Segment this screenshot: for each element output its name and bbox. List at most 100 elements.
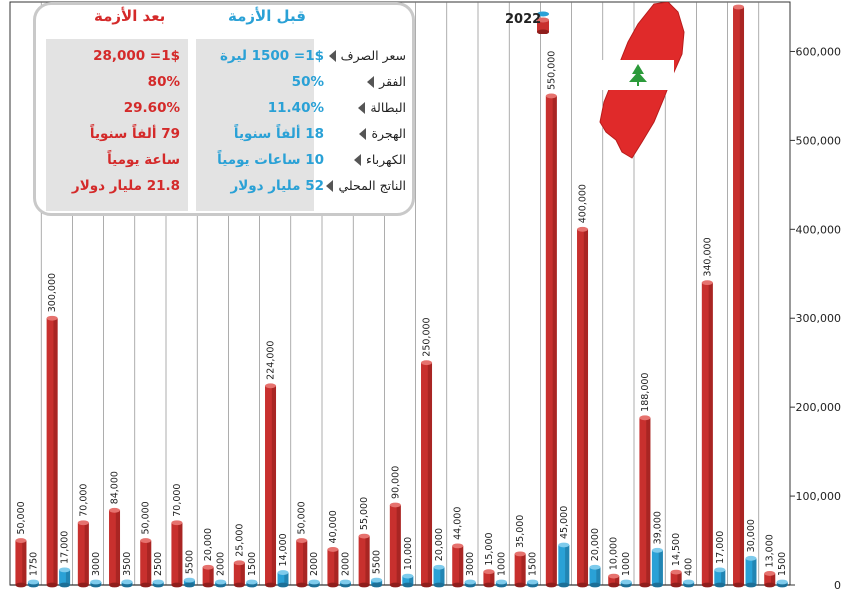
bar-series-2 [651, 547, 663, 588]
before-gdp: 52 مليار دولار [230, 178, 324, 194]
bar-2022 [77, 520, 89, 588]
row-label-poverty: الفقر [367, 69, 406, 95]
bar-2022 [483, 569, 495, 588]
bar-series-2 [402, 573, 414, 588]
lebanon-map-flag [599, 2, 685, 159]
data-label-series-2: 2500 [153, 552, 164, 576]
before-unemployment: 11.40% [267, 100, 324, 116]
data-label-series-2: 400 [684, 558, 695, 576]
data-label-2022: 224,000 [266, 341, 277, 380]
bar-2022 [764, 571, 776, 588]
header-before: قبل الأزمة [228, 7, 306, 25]
bar-series-2 [527, 579, 539, 588]
row-label-electricity: الكهرباء [353, 147, 406, 173]
bar-2022 [233, 560, 245, 588]
data-label-series-2: 1000 [621, 552, 632, 576]
bar-series-2 [90, 579, 102, 588]
data-label-2022: 300,000 [47, 273, 58, 312]
data-label-2022: 13,000 [765, 534, 776, 567]
data-label-2022: 340,000 [702, 237, 713, 276]
data-label-2022: 40,000 [328, 510, 339, 543]
data-label-series-2: 5500 [184, 550, 195, 574]
data-label-series-2: 2000 [309, 552, 320, 576]
data-label-2022: 70,000 [172, 484, 183, 517]
bar-series-2 [152, 579, 164, 588]
bar-series-2 [620, 579, 632, 588]
bar-series-2 [308, 579, 320, 588]
y-tick-label: 100,000 [796, 490, 842, 503]
data-label-2022: 15,000 [484, 532, 495, 565]
bar-2022 [171, 520, 183, 588]
data-label-series-2: 39,000 [652, 511, 663, 544]
y-tick-label: 200,000 [796, 401, 842, 414]
after-gdp: 21.8 مليار دولار [71, 178, 180, 194]
after-unemployment: 29.60% [123, 100, 180, 116]
data-label-series-2: 1500 [528, 552, 539, 576]
bar-series-2 [277, 570, 289, 588]
bar-series-2 [745, 555, 757, 588]
bar-series-2 [339, 579, 351, 588]
bar-2022 [296, 538, 308, 588]
y-tick-label: 300,000 [796, 312, 842, 325]
bar-series-2 [27, 579, 39, 588]
y-tick-label: 600,000 [796, 45, 842, 58]
bar-series-2 [589, 564, 601, 588]
data-label-2022: 188,000 [640, 373, 651, 412]
data-labels: 50,000 1750 300,000 17,000 70,000 3000 84,000 3… [16, 51, 788, 576]
data-label-2022: 70,000 [78, 484, 89, 517]
data-label-series-2: 5500 [372, 550, 383, 574]
bar-2022 [327, 547, 339, 588]
after-column-bg [46, 39, 188, 211]
comparison-table: بعد الأزمة قبل الأزمة 1$= 28,000 1$= 150… [33, 2, 415, 216]
bar-series-2 [371, 577, 383, 588]
legend-swatch-2022 [537, 11, 549, 34]
data-label-series-2: 20,000 [434, 528, 445, 561]
bar-series-2 [433, 564, 445, 588]
bar-series-2 [121, 579, 133, 588]
data-label-2022: 90,000 [390, 466, 401, 499]
bar-2022 [733, 4, 745, 588]
data-label-2022: 25,000 [234, 524, 245, 557]
after-exchange-rate: 1$= 28,000 [93, 48, 180, 64]
data-label-series-2: 10,000 [403, 537, 414, 570]
bar-2022 [514, 551, 526, 588]
data-label-2022: 50,000 [297, 501, 308, 534]
data-label-2022: 55,000 [359, 497, 370, 530]
data-label-series-2: 1500 [777, 552, 788, 576]
bar-series-2 [558, 542, 570, 588]
data-label-2022: 84,000 [110, 471, 121, 504]
after-poverty: 80% [147, 74, 180, 90]
bar-series-2 [215, 579, 227, 588]
bar-2022 [608, 573, 620, 588]
after-electricity: ساعة يومياً [107, 152, 180, 168]
before-poverty: 50% [291, 74, 324, 90]
data-label-2022: 20,000 [203, 528, 214, 561]
before-column-bg [196, 39, 314, 211]
bar-2022 [701, 280, 713, 588]
bar-series-2 [683, 579, 695, 588]
row-label-unemployment: البطالة [358, 95, 406, 121]
bar-2022 [109, 507, 121, 588]
bar-series-2 [59, 567, 71, 588]
data-label-2022: 550,000 [546, 51, 557, 90]
bar-2022 [46, 315, 58, 588]
data-label-2022: 10,000 [609, 537, 620, 570]
y-tick-label: 500,000 [796, 134, 842, 147]
bar-series-2 [495, 579, 507, 588]
bar-2022 [670, 569, 682, 588]
data-label-2022: 50,000 [16, 501, 27, 534]
data-label-2022: 44,000 [453, 507, 464, 540]
before-exchange-rate: 1$= 1500 ليرة [219, 48, 324, 64]
data-label-series-2: 1500 [247, 552, 258, 576]
y-tick-label: 0 [834, 579, 841, 592]
data-label-series-2: 45,000 [559, 506, 570, 539]
data-label-series-2: 20,000 [590, 528, 601, 561]
data-label-2022: 400,000 [578, 184, 589, 223]
data-label-series-2: 30,000 [746, 519, 757, 552]
data-label-2022: 50,000 [141, 501, 152, 534]
bar-series-2 [776, 579, 788, 588]
data-label-series-2: 17,000 [715, 531, 726, 564]
data-label-series-2: 17,000 [60, 531, 71, 564]
bar-2022 [545, 93, 557, 588]
bar-2022 [358, 533, 370, 588]
